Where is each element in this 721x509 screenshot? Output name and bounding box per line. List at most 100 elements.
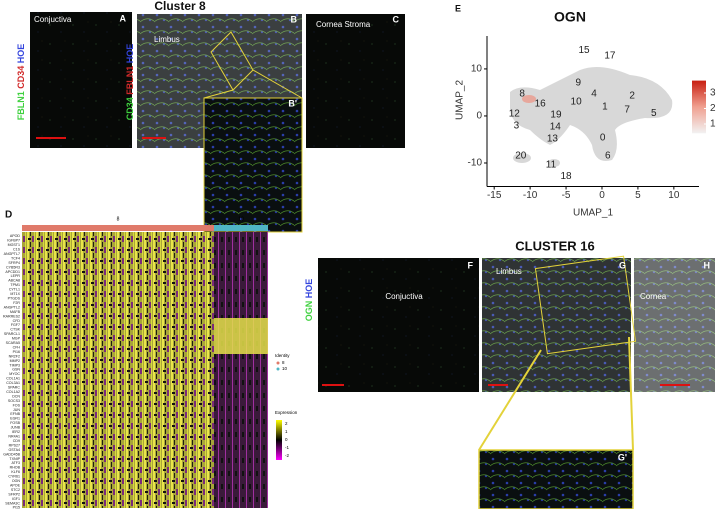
gene-label: MT1X — [10, 292, 20, 296]
gene-label: CFD — [13, 319, 21, 323]
panel-letter: B — [291, 14, 298, 24]
cluster-label: 5 — [651, 108, 657, 119]
connector — [478, 349, 542, 451]
gene-label: TPM1 — [10, 283, 20, 287]
y-tick-label: 10 — [471, 64, 483, 75]
panel-letter: F — [468, 260, 474, 270]
cluster-label: 20 — [515, 151, 527, 162]
gene-label: GSN — [12, 368, 20, 372]
gene-label: MYOC — [9, 372, 20, 376]
panel-label: Cornea — [640, 292, 667, 301]
panel-letter: G' — [618, 452, 627, 462]
gene-label: IGF1 — [12, 497, 20, 501]
gene-label: MAFB — [10, 310, 21, 314]
gene-label: PI16 — [13, 350, 20, 354]
gene-label: SOCS3 — [8, 399, 20, 403]
legend-tick-label: 0 — [285, 437, 288, 442]
panel-label: Limbus — [496, 267, 522, 276]
image-g-prime — [478, 449, 634, 509]
gene-label: IER2 — [12, 430, 20, 434]
panel-label: Conjuctiva — [34, 15, 72, 24]
legend-colorbar — [276, 420, 282, 460]
connector — [203, 89, 234, 99]
cluster-label: 0 — [600, 133, 606, 144]
image-g — [482, 258, 631, 392]
gene-label: ANGPTL7 — [4, 252, 20, 256]
stain: FBLN1 — [125, 66, 135, 95]
x-tick-label: 5 — [635, 190, 641, 201]
stain: CD34 — [16, 66, 26, 89]
gene-label: COL1A2 — [6, 390, 20, 394]
legend-tick-label: 1 — [285, 429, 288, 434]
cluster-label: 12 — [509, 109, 521, 120]
legend-title: Identity — [275, 353, 290, 358]
panel-letter: G — [619, 260, 626, 270]
stain: CD34 — [125, 97, 135, 120]
gene-label: COL1A1 — [6, 377, 20, 381]
gene-label: APCDD1 — [5, 270, 20, 274]
gene-label: ABCA8 — [8, 279, 20, 283]
x-tick-label: 10 — [668, 190, 680, 201]
cluster-label: 9 — [575, 78, 581, 89]
legend-tick-label: 2 — [285, 421, 288, 426]
gene-label: SFRP4 — [8, 261, 20, 265]
cell-cloud — [513, 153, 531, 163]
gene-label: TXNIP — [9, 457, 20, 461]
y-tick-label: -10 — [468, 158, 483, 169]
stain: FBLN1 — [16, 91, 26, 120]
gene-label: F2R — [13, 301, 20, 305]
stain-label: FBLN1 CD34 HOE — [16, 44, 26, 121]
title: OGN — [554, 9, 586, 25]
gene-label: MGST1 — [8, 243, 20, 247]
gene-label: JUNB — [11, 426, 21, 430]
colorbar-tick-label: 3 — [710, 88, 716, 99]
gene-label: SPARC — [8, 386, 21, 390]
group-label: 8 — [117, 216, 120, 222]
cell-cloud — [548, 159, 560, 167]
cell-cloud — [510, 66, 673, 161]
gene-label: JUN — [13, 408, 20, 412]
expression-hotspot — [522, 95, 536, 103]
gene-label: CYTL1 — [9, 288, 20, 292]
image-f — [318, 258, 479, 392]
legend-label: 8 — [282, 360, 285, 365]
panel-letter: A — [120, 13, 127, 23]
title: Cluster 8 — [154, 0, 206, 13]
gene-label: APOE — [10, 483, 21, 487]
stain: HOE — [125, 44, 135, 64]
gene-label: CYR61 — [8, 475, 20, 479]
gene-label: C1S — [13, 248, 21, 252]
panel-letter: H — [704, 260, 711, 270]
panel-letter: B' — [288, 98, 297, 108]
cluster-label: 7 — [624, 104, 630, 115]
gene-label: FOS — [13, 403, 21, 407]
stain-label: CD34 FBLN1 HOE — [125, 44, 135, 121]
panel-label: Conjuctiva — [385, 292, 423, 301]
colorbar-tick-label: 1 — [710, 119, 716, 130]
gene-label: SCARA5 — [6, 341, 20, 345]
gene-label: SFRP2 — [8, 492, 20, 496]
gene-label: GADD45B — [3, 452, 20, 456]
gene-label: PI15 — [13, 506, 20, 509]
gene-label: RARRES2 — [3, 314, 20, 318]
image-c — [306, 14, 405, 148]
gene-label: NR2F2 — [9, 354, 20, 358]
legend-swatch — [276, 361, 280, 365]
cluster-label: 2 — [629, 90, 635, 101]
heatmap-cells — [22, 232, 214, 508]
cluster-label: 3 — [514, 120, 520, 131]
gene-label: RHOB — [10, 466, 21, 470]
gene-label: STC2 — [11, 488, 20, 492]
gene-label: EGR1 — [10, 417, 20, 421]
gene-label: CD9 — [13, 439, 20, 443]
group-label: 10 — [238, 216, 244, 222]
gene-label: MMP2 — [10, 359, 20, 363]
cluster-label: 19 — [550, 110, 562, 121]
gene-label: SEMA3C — [5, 501, 20, 505]
cluster-label: 4 — [591, 88, 597, 99]
gene-label: ANGPTL2 — [4, 305, 20, 309]
gene-label: NR4A1 — [8, 435, 20, 439]
gene-label: TCF4 — [11, 256, 20, 260]
